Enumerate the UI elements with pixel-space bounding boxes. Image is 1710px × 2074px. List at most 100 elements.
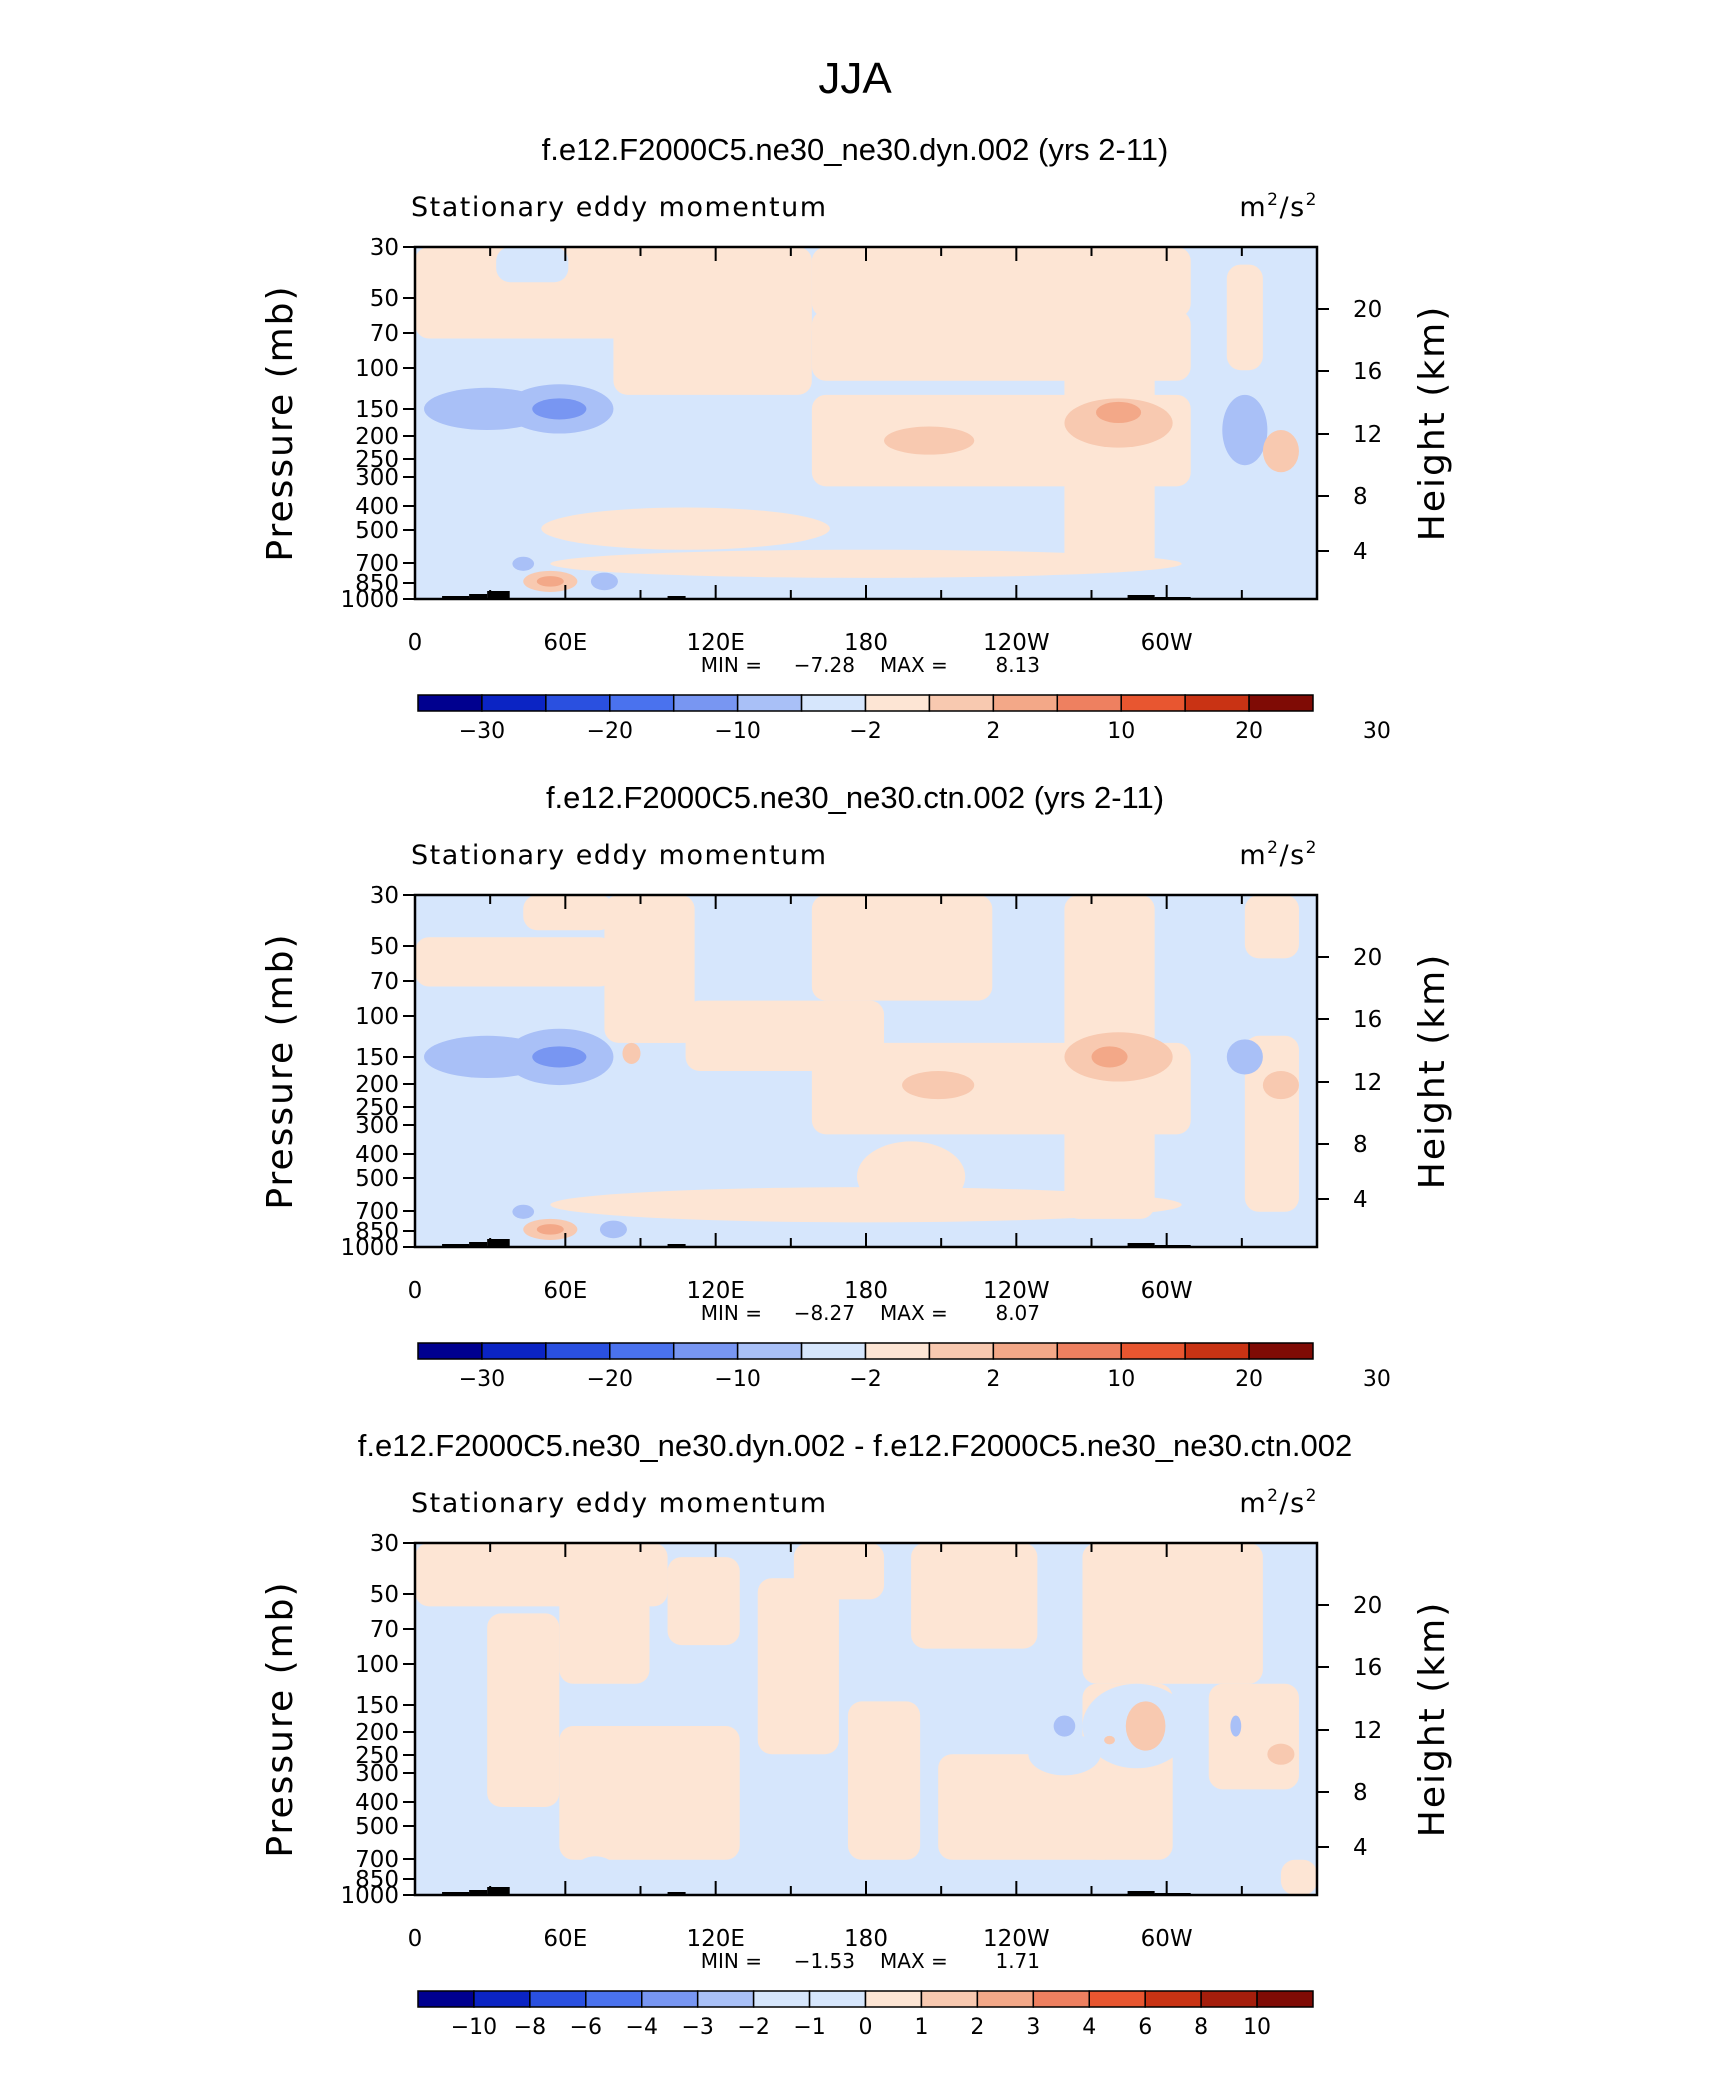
contour-region <box>1208 1683 1299 1790</box>
y-tick-label: 50 <box>370 934 399 960</box>
contour-region <box>1244 895 1299 959</box>
y-right-tick-label: 4 <box>1353 1835 1368 1861</box>
y-right-tick-label: 16 <box>1353 1655 1382 1681</box>
contour-region <box>536 576 564 587</box>
y-axis-title: Pressure (mb) <box>260 932 301 1209</box>
y-right-axis-title: Height (km) <box>1412 1601 1453 1837</box>
colorbar-label: 10 <box>1243 2015 1271 2040</box>
contour-region <box>1053 1715 1076 1737</box>
contour-field <box>415 1543 1317 1895</box>
colorbar-cell <box>752 1990 811 2008</box>
colorbar: −30 −20 −10 −2 2 10 20 30 <box>417 694 1391 744</box>
y-right-tick-label: 20 <box>1353 945 1382 971</box>
max-text: MAX = <box>880 1301 948 1325</box>
y-tick-label: 250 <box>355 1095 399 1121</box>
y-right-tick-label: 16 <box>1353 359 1382 385</box>
y-tick-label: 200 <box>355 1720 399 1746</box>
contour-region <box>1267 1743 1295 1765</box>
x-tick-label: 0 <box>408 630 423 656</box>
x-tick-label: 120W <box>983 1926 1050 1952</box>
contour-region <box>536 1224 564 1235</box>
colorbar-cell <box>1256 1990 1314 2008</box>
units-label: m2/s2 <box>1239 1486 1318 1519</box>
x-tick-label: 120E <box>686 630 744 656</box>
contour-region <box>559 1726 740 1860</box>
x-tick-label: 120W <box>983 1278 1050 1304</box>
contour-region <box>532 1046 587 1068</box>
colorbar-label: 0 <box>859 2015 873 2040</box>
x-tick-label: 120E <box>686 1926 744 1952</box>
y-right-tick-label: 12 <box>1353 422 1382 448</box>
y-tick-label: 250 <box>355 1743 399 1769</box>
orography <box>1127 595 1155 599</box>
colorbar: −10 −8 −6 −4 −3 −2 −1 0 1 2 3 4 6 8 10 <box>417 1990 1314 2040</box>
contour-region <box>599 1220 627 1239</box>
colorbar-cell <box>1120 694 1186 712</box>
orography <box>1127 1891 1155 1895</box>
x-tick-label: 60W <box>1141 1926 1193 1952</box>
colorbar-label: 2 <box>970 2015 984 2040</box>
colorbar-cell <box>1032 1990 1090 2008</box>
units-label: m2/s2 <box>1239 190 1318 223</box>
contour-region <box>577 1856 614 1878</box>
y-right-tick-label: 12 <box>1353 1070 1382 1096</box>
colorbar-label: −20 <box>587 719 633 744</box>
contour-region <box>604 895 695 1043</box>
colorbar-cell <box>609 694 675 712</box>
colorbar-cell <box>1056 694 1122 712</box>
contour-region <box>757 1578 839 1755</box>
colorbar-label: 2 <box>986 719 1000 744</box>
contour-region <box>550 1187 1182 1223</box>
y-right-axis-title: Height (km) <box>1412 305 1453 541</box>
x-tick-label: 0 <box>408 1926 423 1952</box>
max-value: 8.13 <box>995 653 1040 677</box>
x-tick-label: 60E <box>543 1278 587 1304</box>
y-tick-label: 1000 <box>340 1883 399 1909</box>
contour-field <box>415 895 1299 1240</box>
contour-region <box>1230 1715 1242 1737</box>
colorbar-label: −2 <box>737 2015 769 2040</box>
colorbar-label: −20 <box>587 1367 633 1392</box>
colorbar-label: 6 <box>1138 2015 1152 2040</box>
contour-region <box>532 398 587 420</box>
colorbar-cell <box>417 1990 475 2008</box>
orography <box>469 594 488 599</box>
colorbar-cell <box>585 1990 643 2008</box>
x-axis: 0 60E 120E 180 120W 60W <box>408 1543 1318 1952</box>
colorbar-cell <box>473 1990 531 2008</box>
y-right-tick-label: 12 <box>1353 1718 1382 1744</box>
colorbar-cell <box>1184 694 1250 712</box>
colorbar-label: 8 <box>1194 2015 1208 2040</box>
y-tick-label: 300 <box>355 1113 399 1139</box>
colorbar-cell <box>800 1342 867 1360</box>
x-tick-label: 120W <box>983 630 1050 656</box>
orography <box>667 596 686 599</box>
colorbar-cell <box>1144 1990 1202 2008</box>
colorbar-cell <box>417 694 483 712</box>
contour-region <box>856 1141 966 1212</box>
colorbar-cell <box>545 1342 611 1360</box>
variable-label: Stationary eddy momentum <box>411 840 828 871</box>
orography <box>667 1244 686 1247</box>
contour-region <box>1091 1046 1128 1068</box>
x-axis: 0 60E 120E 180 120W 60W <box>408 895 1318 1304</box>
colorbar-cell <box>417 1342 483 1360</box>
colorbar-label: 20 <box>1235 1367 1263 1392</box>
panel-1: f.e12.F2000C5.ne30_ne30.dyn.002 (yrs 2-1… <box>260 132 1453 744</box>
panel-title: f.e12.F2000C5.ne30_ne30.dyn.002 (yrs 2-1… <box>542 132 1169 167</box>
variable-label: Stationary eddy momentum <box>411 192 828 223</box>
y-tick-label: 850 <box>355 571 399 597</box>
y-tick-label: 500 <box>355 1814 399 1840</box>
y-right-axis-title: Height (km) <box>1412 953 1453 1189</box>
orography <box>469 1890 488 1895</box>
contour-region <box>1222 394 1268 466</box>
variable-label: Stationary eddy momentum <box>411 1488 828 1519</box>
colorbar-label: −2 <box>849 1367 881 1392</box>
colorbar-label: −4 <box>626 2015 658 2040</box>
max-value: 8.07 <box>995 1301 1040 1325</box>
contour-region <box>541 507 830 550</box>
colorbar-label: 30 <box>1363 1367 1391 1392</box>
